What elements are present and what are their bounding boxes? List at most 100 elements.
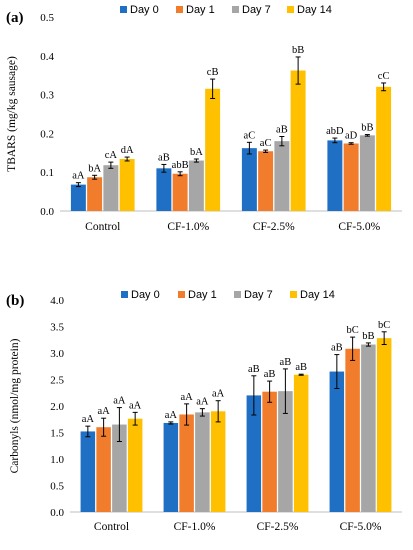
y-tick-label: 4.0	[50, 295, 64, 307]
significance-label: aB	[331, 343, 343, 354]
y-tick-label: 0.1	[40, 167, 54, 179]
significance-label: aB	[158, 152, 170, 163]
x-category-label: CF-1.0%	[174, 521, 216, 533]
bar	[293, 374, 309, 512]
y-tick-label: 0.3	[40, 90, 54, 102]
y-tick-label: 0.4	[40, 51, 54, 63]
significance-label: aA	[129, 400, 142, 411]
bar	[376, 86, 392, 211]
y-tick-label: 0.2	[40, 128, 54, 140]
legend-swatch	[290, 291, 297, 298]
significance-label: aB	[248, 364, 260, 375]
significance-label: cC	[378, 71, 390, 82]
bar	[163, 422, 179, 512]
bar	[345, 348, 360, 512]
y-tick-label: 2.0	[50, 401, 64, 413]
legend-swatch	[232, 6, 239, 13]
legend-swatch	[121, 291, 128, 298]
bar	[258, 151, 274, 211]
bar	[210, 411, 226, 512]
chart-panel-a: (a) Day 0 Day 1 Day 7 Day 14 TBARS (mg/kg sau…	[6, 4, 402, 233]
significance-label: aC	[260, 138, 272, 149]
y-tick-label: 0.5	[40, 12, 54, 24]
significance-label: abB	[172, 160, 189, 171]
bar	[241, 148, 257, 211]
bar	[172, 173, 188, 211]
legend-swatch	[287, 6, 294, 13]
legend-swatch	[178, 291, 185, 298]
bar	[87, 177, 103, 211]
bar	[290, 70, 306, 211]
bar	[195, 412, 210, 512]
bar	[343, 143, 359, 211]
significance-label: aA	[113, 396, 126, 407]
x-category-label: CF-2.5%	[253, 221, 295, 233]
significance-label: bC	[378, 320, 390, 331]
y-tick-label: 0.0	[40, 206, 54, 218]
legend-item-day-7: Day 7	[244, 289, 273, 301]
bar	[112, 424, 127, 512]
chart-panel-b: (b) Day 0 Day 1 Day 7 Day 14 Carbonyls (nmol/…	[6, 289, 402, 533]
significance-label: aB	[276, 125, 288, 136]
y-tick-label: 1.5	[50, 428, 64, 440]
bar	[127, 418, 143, 512]
significance-label: cB	[207, 67, 219, 78]
significance-label: aA	[165, 410, 178, 421]
significance-label: bB	[361, 123, 373, 134]
y-axis-title: TBARS (mg/kg sausage)	[6, 56, 18, 172]
bar	[103, 165, 119, 211]
panel-label: (b)	[6, 293, 24, 309]
y-tick-label: 1.0	[50, 454, 64, 466]
significance-label: aA	[212, 389, 225, 400]
y-tick-label: 3.0	[50, 348, 64, 360]
y-tick-label: 2.5	[50, 375, 64, 387]
bar	[329, 371, 345, 512]
significance-label: aB	[264, 369, 276, 380]
significance-label: bA	[88, 163, 101, 174]
panel-label: (a)	[6, 10, 24, 26]
legend-item-day-1: Day 1	[188, 289, 217, 301]
significance-label: abD	[326, 126, 344, 137]
bar	[262, 391, 277, 512]
bar	[156, 168, 172, 211]
legend-item-day-14: Day 14	[300, 289, 335, 301]
y-tick-label: 0.0	[50, 507, 64, 519]
significance-label: aD	[345, 131, 358, 142]
legend-swatch	[234, 291, 241, 298]
significance-label: bB	[362, 331, 374, 342]
x-category-label: CF-5.0%	[340, 521, 382, 533]
bar	[80, 431, 96, 512]
bar	[179, 414, 194, 512]
bar	[359, 135, 375, 211]
bar	[274, 141, 290, 211]
bar	[96, 427, 111, 512]
x-category-label: CF-2.5%	[257, 521, 299, 533]
bar	[119, 159, 135, 211]
y-tick-label: 3.5	[50, 322, 64, 334]
bar	[361, 344, 376, 512]
x-category-label: CF-5.0%	[338, 221, 380, 233]
significance-label: aA	[97, 406, 110, 417]
x-category-label: CF-1.0%	[167, 221, 209, 233]
significance-label: aB	[295, 362, 307, 373]
bar	[376, 338, 392, 512]
legend-item-day-14: Day 14	[297, 4, 332, 16]
significance-label: bA	[190, 147, 203, 158]
significance-label: bC	[346, 325, 358, 336]
significance-label: dA	[121, 145, 134, 156]
y-axis-title: Carbonyls (nmol/mg protein)	[9, 338, 21, 473]
legend-item-day-1: Day 1	[186, 4, 215, 16]
bar	[278, 391, 293, 512]
significance-label: aB	[280, 357, 292, 368]
x-category-label: Control	[85, 221, 120, 233]
legend-swatch	[176, 6, 183, 13]
x-category-label: Control	[94, 521, 129, 533]
significance-label: aA	[82, 414, 95, 425]
bar	[70, 184, 86, 211]
legend-item-day-0: Day 0	[131, 289, 160, 301]
significance-label: aA	[180, 392, 193, 403]
y-tick-label: 0.5	[50, 481, 64, 493]
bar	[205, 88, 221, 211]
significance-label: aA	[196, 397, 209, 408]
